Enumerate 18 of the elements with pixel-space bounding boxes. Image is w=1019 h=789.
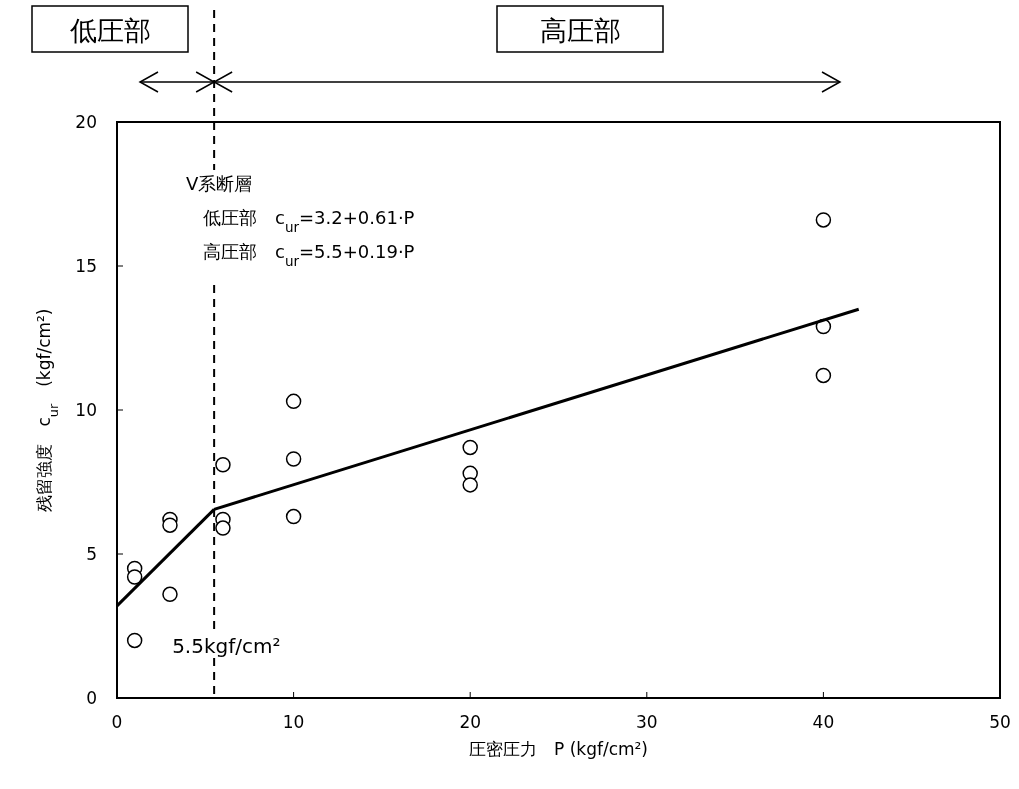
x-tick-label: 30 [635, 712, 658, 732]
annotation: 低圧部 c$_{ur}$=3.2+0.61·P [203, 207, 415, 235]
y-tick-label: 15 [75, 256, 97, 276]
y-tick-label: 10 [75, 400, 97, 420]
x-tick-label: 40 [812, 712, 835, 732]
x-tick-label: 20 [459, 712, 482, 732]
y-tick-label: 0 [86, 688, 97, 708]
text: 高圧部 [539, 15, 621, 46]
annotation: 高圧部 c$_{ur}$=5.5+0.19·P [203, 241, 415, 269]
annotation: V系断層 [186, 173, 253, 194]
x-tick-label: 0 [111, 712, 123, 732]
y-tick-label: 5 [86, 544, 97, 564]
x-tick-label: 50 [989, 712, 1011, 732]
y-tick-label: 20 [75, 112, 97, 132]
x-axis-title: 圧密圧力 P (kgf/cm²) [469, 739, 648, 759]
text: 低圧部 [69, 15, 151, 46]
ref-line-label: 5.5kgf/cm² [172, 634, 281, 658]
x-tick-label: 10 [282, 712, 305, 732]
